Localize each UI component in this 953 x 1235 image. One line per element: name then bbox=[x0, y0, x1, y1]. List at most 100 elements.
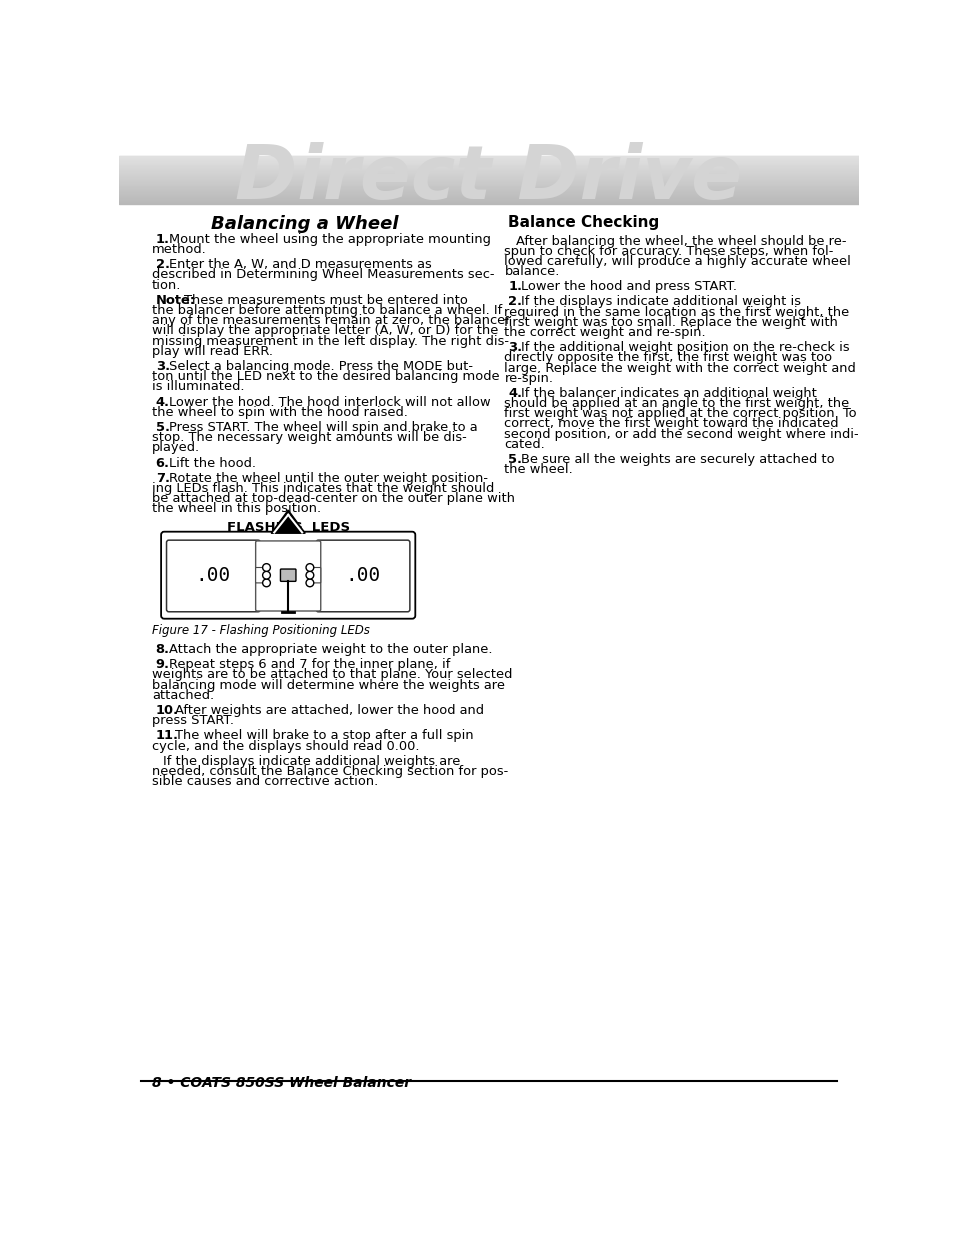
Text: the wheel.: the wheel. bbox=[504, 463, 573, 477]
Text: cycle, and the displays should read 0.00.: cycle, and the displays should read 0.00… bbox=[152, 740, 419, 752]
Text: needed, consult the Balance Checking section for pos-: needed, consult the Balance Checking sec… bbox=[152, 764, 508, 778]
Bar bbox=[119, 201, 858, 203]
Bar bbox=[119, 190, 858, 191]
Text: 8 • COATS 850SS Wheel Balancer: 8 • COATS 850SS Wheel Balancer bbox=[152, 1076, 411, 1091]
Bar bbox=[119, 164, 858, 165]
Bar bbox=[119, 203, 858, 204]
Bar bbox=[119, 156, 858, 157]
Text: After weights are attached, lower the hood and: After weights are attached, lower the ho… bbox=[174, 704, 483, 718]
Text: Repeat steps 6 and 7 for the inner plane, if: Repeat steps 6 and 7 for the inner plane… bbox=[169, 658, 450, 672]
Text: If the balancer indicates an additional weight: If the balancer indicates an additional … bbox=[521, 387, 817, 400]
Text: the wheel to spin with the hood raised.: the wheel to spin with the hood raised. bbox=[152, 405, 407, 419]
Text: the correct weight and re-spin.: the correct weight and re-spin. bbox=[504, 326, 705, 338]
Text: press START.: press START. bbox=[152, 714, 233, 727]
Text: should be applied at an angle to the first weight, the: should be applied at an angle to the fir… bbox=[504, 398, 849, 410]
Bar bbox=[119, 177, 858, 178]
Bar bbox=[119, 184, 858, 185]
Bar bbox=[119, 191, 858, 193]
Bar bbox=[119, 180, 858, 182]
Text: ing LEDs flash. This indicates that the weight should: ing LEDs flash. This indicates that the … bbox=[152, 482, 494, 495]
Bar bbox=[119, 165, 858, 168]
Text: Lower the hood. The hood interlock will not allow: Lower the hood. The hood interlock will … bbox=[169, 395, 490, 409]
Text: tion.: tion. bbox=[152, 279, 181, 291]
Text: 2.: 2. bbox=[508, 295, 521, 309]
FancyBboxPatch shape bbox=[161, 532, 415, 619]
Text: first weight was not applied at the correct position. To: first weight was not applied at the corr… bbox=[504, 408, 856, 420]
Bar bbox=[119, 185, 858, 186]
Bar bbox=[119, 194, 858, 195]
Text: Figure 17 - Flashing Positioning LEDs: Figure 17 - Flashing Positioning LEDs bbox=[152, 624, 369, 637]
Text: If the additional weight position on the re-check is: If the additional weight position on the… bbox=[521, 341, 849, 354]
Text: Rotate the wheel until the outer weight position-: Rotate the wheel until the outer weight … bbox=[169, 472, 487, 485]
Bar bbox=[119, 178, 858, 179]
Text: 5.: 5. bbox=[155, 421, 170, 433]
Text: 5.: 5. bbox=[508, 453, 521, 466]
Bar bbox=[119, 159, 858, 161]
Text: The wheel will brake to a stop after a full spin: The wheel will brake to a stop after a f… bbox=[174, 730, 474, 742]
Bar bbox=[119, 157, 858, 158]
Bar bbox=[119, 162, 858, 163]
Bar bbox=[119, 168, 858, 169]
Circle shape bbox=[262, 572, 270, 579]
Circle shape bbox=[262, 579, 270, 587]
Text: FLASHING  LEDS: FLASHING LEDS bbox=[227, 520, 350, 534]
Text: re-spin.: re-spin. bbox=[504, 372, 553, 385]
Text: stop. The necessary weight amounts will be dis-: stop. The necessary weight amounts will … bbox=[152, 431, 466, 445]
Text: first weight was too small. Replace the weight with: first weight was too small. Replace the … bbox=[504, 316, 838, 329]
FancyBboxPatch shape bbox=[315, 540, 410, 611]
Circle shape bbox=[306, 563, 314, 572]
FancyBboxPatch shape bbox=[280, 569, 295, 582]
Text: will display the appropriate letter (A, W, or D) for the: will display the appropriate letter (A, … bbox=[152, 325, 497, 337]
Bar bbox=[119, 199, 858, 200]
Text: Be sure all the weights are securely attached to: Be sure all the weights are securely att… bbox=[521, 453, 834, 466]
Text: 1.: 1. bbox=[155, 233, 170, 246]
Text: ton until the LED next to the desired balancing mode: ton until the LED next to the desired ba… bbox=[152, 370, 499, 383]
Bar bbox=[119, 191, 858, 193]
Text: balancing mode will determine where the weights are: balancing mode will determine where the … bbox=[152, 679, 504, 692]
Circle shape bbox=[306, 572, 314, 579]
Bar bbox=[119, 198, 858, 199]
Text: method.: method. bbox=[152, 243, 207, 256]
Text: Note:: Note: bbox=[155, 294, 195, 306]
Text: 1.: 1. bbox=[508, 280, 521, 293]
Text: any of the measurements remain at zero, the balancer: any of the measurements remain at zero, … bbox=[152, 314, 510, 327]
Bar bbox=[119, 186, 858, 189]
Text: missing measurement in the left display. The right dis-: missing measurement in the left display.… bbox=[152, 335, 508, 347]
Bar bbox=[119, 196, 858, 198]
Text: Mount the wheel using the appropriate mounting: Mount the wheel using the appropriate mo… bbox=[169, 233, 490, 246]
Bar bbox=[119, 165, 858, 167]
Text: 3.: 3. bbox=[155, 359, 170, 373]
Bar bbox=[119, 174, 858, 175]
Text: 9.: 9. bbox=[155, 658, 170, 672]
Bar bbox=[119, 178, 858, 180]
Text: played.: played. bbox=[152, 441, 200, 454]
Text: 3.: 3. bbox=[508, 341, 522, 354]
Bar bbox=[119, 173, 858, 174]
Bar bbox=[119, 170, 858, 172]
Text: be attached at top-dead-center on the outer plane with: be attached at top-dead-center on the ou… bbox=[152, 492, 515, 505]
Polygon shape bbox=[271, 510, 305, 534]
Bar bbox=[119, 175, 858, 177]
Text: described in Determining Wheel Measurements sec-: described in Determining Wheel Measureme… bbox=[152, 268, 494, 282]
Bar bbox=[119, 183, 858, 184]
Text: 4.: 4. bbox=[508, 387, 521, 400]
Bar bbox=[119, 189, 858, 190]
Bar bbox=[119, 195, 858, 196]
Bar bbox=[119, 170, 858, 172]
Text: .00: .00 bbox=[195, 566, 231, 584]
Text: Attach the appropriate weight to the outer plane.: Attach the appropriate weight to the out… bbox=[169, 643, 492, 656]
Text: cated.: cated. bbox=[504, 437, 544, 451]
Text: attached.: attached. bbox=[152, 689, 213, 701]
FancyBboxPatch shape bbox=[255, 541, 320, 611]
Bar bbox=[119, 157, 858, 159]
FancyBboxPatch shape bbox=[311, 568, 320, 583]
Text: spun to check for accuracy. These steps, when fol-: spun to check for accuracy. These steps,… bbox=[504, 245, 833, 258]
Text: balance.: balance. bbox=[504, 266, 559, 278]
Bar bbox=[119, 174, 858, 175]
Bar bbox=[119, 172, 858, 173]
Text: 4.: 4. bbox=[155, 395, 170, 409]
Text: If the displays indicate additional weights are: If the displays indicate additional weig… bbox=[163, 755, 460, 768]
Text: Enter the A, W, and D measurements as: Enter the A, W, and D measurements as bbox=[169, 258, 431, 272]
Text: 8.: 8. bbox=[155, 643, 170, 656]
Bar bbox=[119, 169, 858, 170]
